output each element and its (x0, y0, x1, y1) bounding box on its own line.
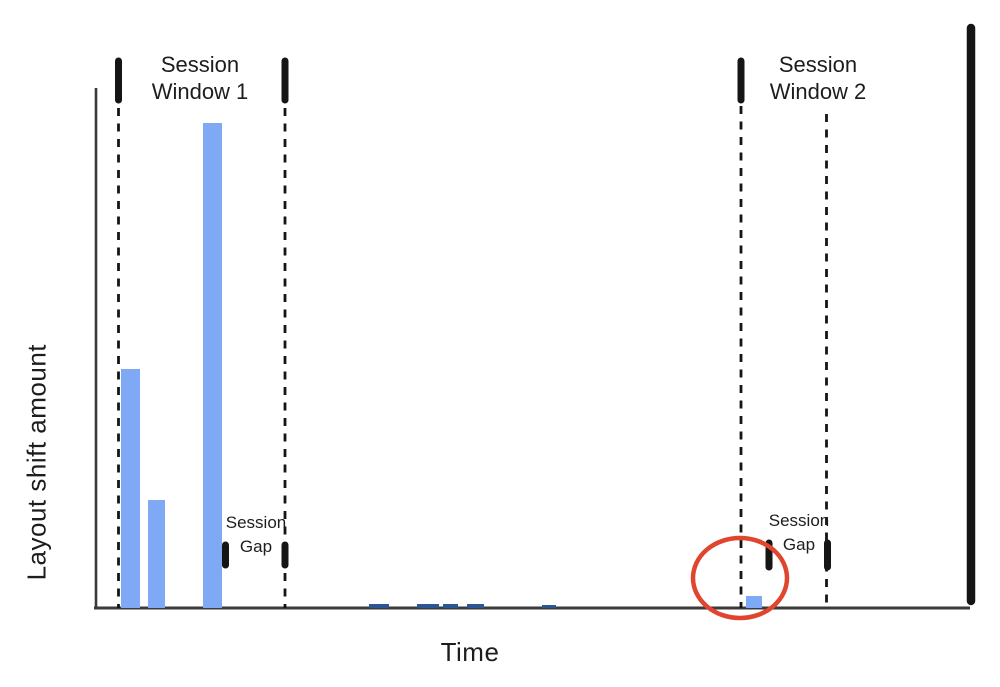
layout-shift-bar (467, 604, 484, 608)
layout-shift-bar (542, 605, 556, 608)
session-gap-2-label-line2: Gap (782, 535, 816, 554)
session-window-1-label: Session Window 1 (130, 51, 270, 105)
session-window-1-label-line1: Session (160, 52, 240, 77)
session-window-2-label-line1: Session (778, 52, 858, 77)
layout-shift-bar (203, 123, 222, 608)
layout-shift-bar-highlighted (746, 596, 762, 608)
session-gap-2-label-line1: Session (768, 511, 830, 530)
y-axis-label-text: Layout shift amount (21, 343, 51, 581)
session-gap-1-label: Session Gap (224, 511, 288, 559)
layout-shift-bar (417, 604, 439, 608)
session-gap-1-label-line2: Gap (239, 537, 273, 556)
session-window-2-label: Session Window 2 (748, 51, 888, 105)
session-window-2-label-line2: Window 2 (769, 79, 867, 104)
layout-shift-bar (369, 604, 389, 608)
layout-shift-bar (148, 500, 165, 608)
highlight-circle (690, 535, 790, 621)
session-gap-2-label: Session Gap (767, 509, 831, 557)
layout-shift-bar (121, 369, 140, 608)
session-window-1-label-line2: Window 1 (151, 79, 249, 104)
x-axis-label: Time (440, 637, 500, 667)
layout-shift-bar (443, 604, 458, 608)
session-gap-1-label-line1: Session (225, 513, 287, 532)
